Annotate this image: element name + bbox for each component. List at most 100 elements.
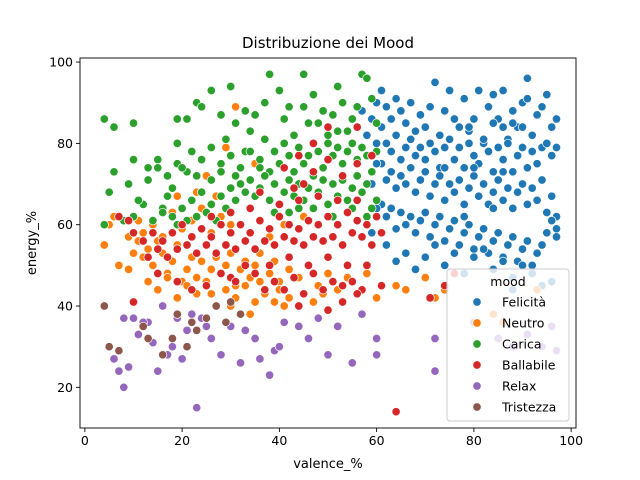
data-point bbox=[381, 102, 391, 112]
data-point bbox=[362, 220, 372, 230]
data-point bbox=[226, 207, 236, 218]
data-point bbox=[299, 289, 309, 299]
data-point bbox=[449, 155, 459, 165]
data-point bbox=[216, 167, 226, 177]
y-tick-label: 80 bbox=[57, 136, 73, 151]
data-point bbox=[279, 114, 289, 124]
data-point bbox=[250, 333, 260, 344]
data-point bbox=[201, 313, 211, 323]
legend-label: Relax bbox=[502, 379, 536, 394]
legend-label: Carica bbox=[502, 337, 542, 352]
data-point bbox=[396, 155, 406, 165]
data-point bbox=[547, 216, 557, 226]
data-point bbox=[372, 159, 382, 169]
data-point bbox=[352, 195, 362, 205]
data-point bbox=[401, 118, 411, 128]
data-points bbox=[99, 69, 562, 417]
data-point bbox=[158, 207, 168, 218]
legend-marker bbox=[472, 297, 482, 307]
data-point bbox=[206, 232, 216, 242]
data-point bbox=[167, 212, 177, 222]
y-tick-label: 20 bbox=[57, 380, 73, 395]
data-point bbox=[391, 183, 401, 193]
data-point bbox=[162, 252, 173, 262]
data-point bbox=[391, 94, 401, 104]
data-point bbox=[99, 240, 109, 250]
data-point bbox=[201, 281, 211, 291]
data-point bbox=[201, 240, 211, 250]
data-point bbox=[294, 321, 304, 331]
data-point bbox=[177, 163, 187, 173]
data-point bbox=[522, 163, 532, 173]
data-point bbox=[323, 155, 333, 165]
data-point bbox=[357, 232, 367, 242]
y-tick-label: 40 bbox=[57, 299, 73, 314]
y-tick-label: 100 bbox=[49, 55, 73, 70]
data-point bbox=[367, 203, 377, 213]
data-point bbox=[469, 163, 479, 173]
data-point bbox=[148, 228, 158, 238]
data-point bbox=[240, 260, 250, 270]
data-point bbox=[274, 85, 284, 96]
data-point bbox=[192, 248, 202, 258]
data-point bbox=[547, 151, 557, 161]
data-point bbox=[206, 85, 216, 96]
data-point bbox=[415, 142, 425, 153]
data-point bbox=[440, 106, 450, 116]
data-point bbox=[551, 114, 562, 124]
data-point bbox=[469, 114, 479, 124]
legend-marker bbox=[472, 402, 482, 412]
data-point bbox=[342, 260, 353, 270]
data-point bbox=[216, 110, 226, 120]
data-point bbox=[503, 183, 513, 193]
data-point bbox=[177, 203, 187, 213]
data-point bbox=[522, 73, 532, 83]
data-point bbox=[206, 264, 216, 274]
data-point bbox=[542, 90, 552, 100]
legend-label: Ballabile bbox=[502, 358, 556, 373]
data-point bbox=[449, 216, 459, 226]
data-point bbox=[362, 268, 372, 279]
data-point bbox=[401, 220, 411, 230]
data-point bbox=[362, 130, 372, 140]
data-point bbox=[401, 285, 411, 295]
data-point bbox=[333, 126, 343, 136]
data-point bbox=[187, 285, 197, 295]
data-point bbox=[308, 203, 318, 213]
data-point bbox=[240, 236, 250, 246]
data-point bbox=[235, 179, 246, 189]
data-point bbox=[362, 73, 372, 83]
data-point bbox=[167, 342, 177, 352]
data-point bbox=[265, 268, 275, 279]
legend-label: Tristezza bbox=[501, 400, 556, 415]
data-point bbox=[493, 175, 503, 185]
data-point bbox=[226, 81, 236, 92]
data-point bbox=[318, 175, 328, 185]
data-point bbox=[153, 155, 163, 165]
data-point bbox=[250, 244, 260, 254]
data-point bbox=[532, 159, 542, 169]
data-point bbox=[299, 179, 309, 189]
data-point bbox=[527, 183, 537, 193]
data-point bbox=[167, 183, 177, 193]
data-point bbox=[517, 260, 528, 270]
data-point bbox=[177, 220, 187, 230]
data-point bbox=[338, 159, 348, 169]
data-point bbox=[265, 195, 275, 205]
data-point bbox=[323, 199, 333, 209]
data-point bbox=[313, 191, 323, 201]
data-point bbox=[328, 232, 338, 242]
data-point bbox=[255, 163, 265, 173]
data-point bbox=[114, 212, 124, 222]
data-point bbox=[474, 232, 484, 242]
data-point bbox=[124, 179, 134, 189]
data-point bbox=[279, 301, 289, 311]
data-point bbox=[386, 167, 396, 177]
data-point bbox=[420, 207, 430, 218]
data-point bbox=[235, 163, 246, 173]
data-point bbox=[250, 110, 260, 120]
data-point bbox=[294, 151, 304, 161]
data-point bbox=[192, 212, 202, 222]
data-point bbox=[406, 163, 416, 173]
data-point bbox=[172, 191, 182, 201]
